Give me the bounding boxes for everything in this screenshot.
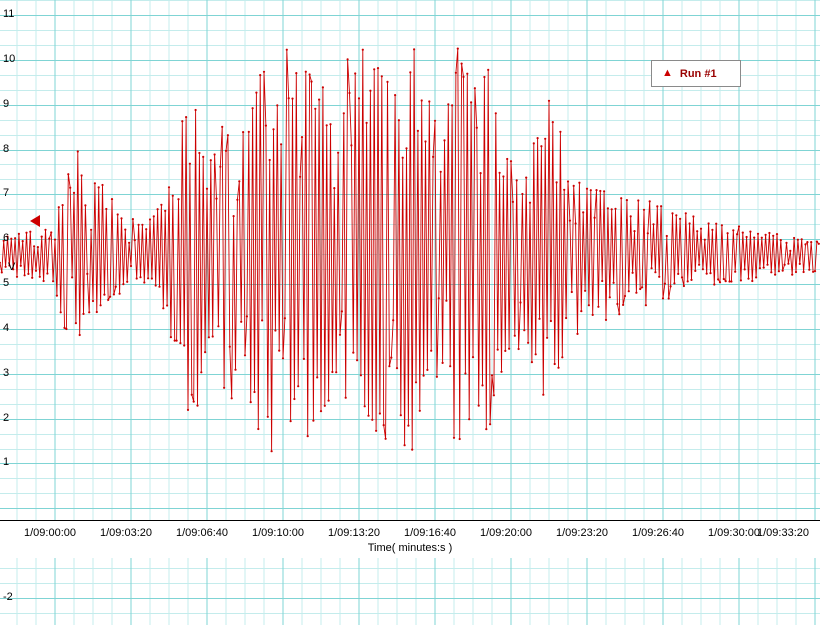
- y-tick-label: -2: [3, 591, 13, 603]
- y-tick-label: 4: [3, 321, 10, 334]
- x-tick-label: 1/09:10:00: [252, 527, 304, 539]
- y-axis-unit-label: V: [8, 261, 16, 273]
- y-tick-label: 3: [3, 366, 10, 379]
- y-tick-label: 6: [3, 232, 10, 245]
- y-tick-label: 11: [3, 8, 15, 20]
- x-tick-label: 1/09:33:20: [757, 527, 809, 539]
- y-tick-label: 5: [3, 277, 10, 290]
- x-tick-label: 1/09:16:40: [404, 527, 456, 539]
- x-tick-label: 1/09:20:00: [480, 527, 532, 539]
- signal-trace: [0, 47, 820, 453]
- y-tick-label: 9: [3, 97, 10, 110]
- y-tick-label: 7: [3, 187, 10, 200]
- legend-series-label: Run #1: [679, 67, 717, 80]
- x-tick-label: 1/09:03:20: [100, 527, 152, 539]
- x-tick-label: 1/09:26:40: [632, 527, 684, 539]
- y-tick-label: 10: [3, 52, 16, 65]
- x-axis-band: 1/09:00:00 1/09:03:20 1/09:06:40 1/09:10:00…: [0, 520, 820, 558]
- x-tick-label: 1/09:00:00: [24, 527, 76, 539]
- legend[interactable]: ▲ Run #1: [651, 60, 741, 87]
- x-tick-label: 1/09:23:20: [556, 527, 608, 539]
- y-tick-label: 8: [3, 142, 10, 155]
- x-tick-label: 1/09:13:20: [328, 527, 380, 539]
- x-axis-title: Time( minutes:s ): [367, 542, 453, 554]
- x-tick-label: 1/09:06:40: [176, 527, 228, 539]
- x-tick-label: 1/09:30:00: [708, 527, 760, 539]
- trigger-level-marker-icon[interactable]: [30, 215, 40, 228]
- y-tick-label: 2: [3, 411, 10, 424]
- y-tick-label: 1: [3, 456, 10, 469]
- legend-triangle-marker-icon: ▲: [662, 67, 673, 79]
